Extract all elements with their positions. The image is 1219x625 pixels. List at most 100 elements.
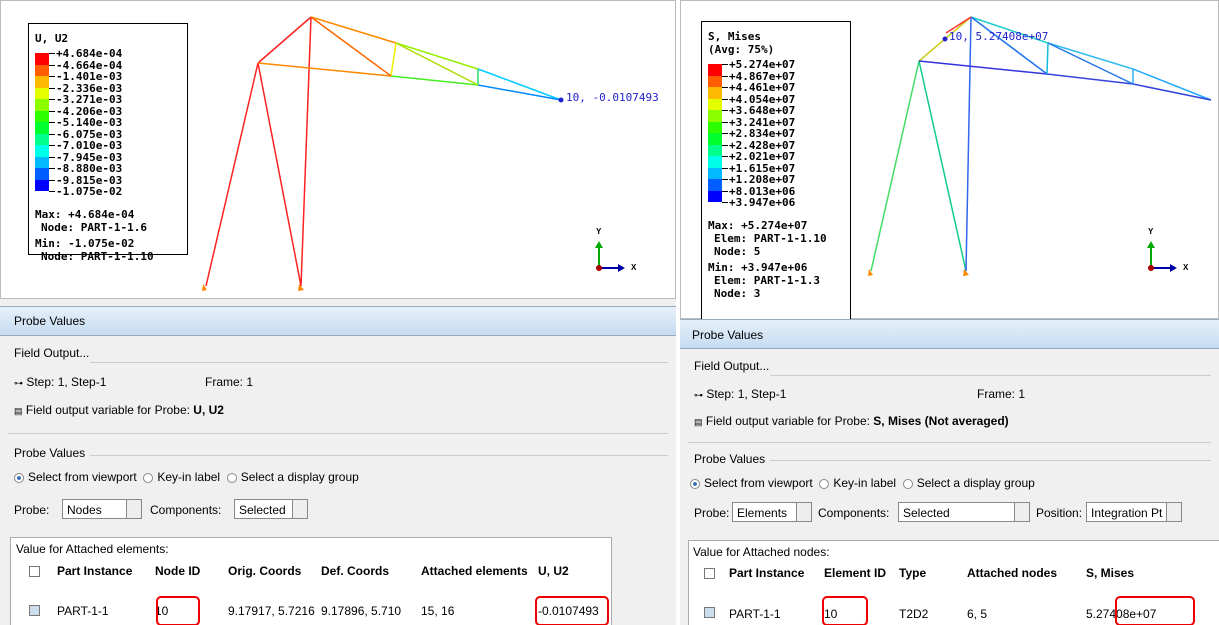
components-label: Components: [150, 503, 221, 517]
radio-group: Select from viewport Key-in label Select… [690, 476, 1035, 490]
cell: 6, 5 [967, 607, 987, 621]
components-label: Components: [818, 506, 889, 520]
radio[interactable]: Key-in label [143, 470, 220, 484]
table-title: Value for Attached elements: [16, 542, 169, 556]
legend-tick [49, 111, 55, 112]
field-var: ▤ Field output variable for Probe: S, Mi… [694, 414, 1009, 428]
highlight [822, 596, 868, 625]
step: ⊶ Step: 1, Step-1 [14, 375, 106, 389]
combo[interactable]: Integration Pt [1086, 502, 1182, 522]
legend-tick [49, 180, 55, 181]
radio[interactable]: Select from viewport [690, 476, 813, 490]
legend-band [708, 179, 722, 191]
checkbox[interactable] [29, 605, 40, 616]
legend-band [708, 122, 722, 134]
section-header[interactable]: Probe Values [680, 319, 1219, 349]
legend-tick [49, 53, 55, 54]
probe-label: 10, -0.0107493 [566, 91, 659, 104]
group-label: Field Output... [694, 359, 769, 373]
radio[interactable]: Select a display group [903, 476, 1035, 490]
combo[interactable]: Selected [898, 502, 1030, 522]
table-title: Value for Attached nodes: [693, 545, 830, 559]
field-var-label: Field output variable for Probe: [26, 403, 190, 417]
field-var-value: S, Mises (Not averaged) [873, 414, 1008, 428]
radio-label: Key-in label [833, 476, 896, 490]
legend: U, U2+4.684e-04-4.664e-04-1.401e-03-2.33… [28, 23, 188, 255]
cell: PART-1-1 [729, 607, 781, 621]
legend-tick [722, 202, 728, 203]
group-label: Probe Values [694, 452, 765, 466]
separator [90, 455, 668, 456]
legend-tick [722, 87, 728, 88]
radio[interactable]: Select a display group [227, 470, 359, 484]
radio-group: Select from viewport Key-in label Select… [14, 470, 359, 484]
group-label: Probe Values [14, 446, 85, 460]
radio-label: Select from viewport [28, 470, 137, 484]
combo[interactable]: Elements [732, 502, 812, 522]
column-header: Element ID [824, 566, 886, 580]
legend-tick [722, 133, 728, 134]
legend-band [708, 64, 722, 76]
section-header[interactable]: Probe Values [0, 306, 676, 336]
radio[interactable]: Key-in label [819, 476, 896, 490]
separator [90, 362, 668, 363]
legend-band [708, 191, 722, 203]
right-panel: 10, 5.27408e+07 Y X S, Mises(Avg: 75%)+5… [680, 0, 1219, 625]
column-header: Attached elements [421, 564, 528, 578]
legend-band [35, 53, 49, 65]
legend-tick [722, 99, 728, 100]
header-text: Probe Values [692, 328, 763, 342]
column-header: U, U2 [538, 564, 569, 578]
checkbox[interactable] [29, 566, 40, 577]
separator [8, 433, 668, 434]
header-text: Probe Values [14, 314, 85, 328]
table: Value for Attached elements: Part Instan… [10, 537, 612, 625]
left-panel: 10, -0.0107493 Y X U, U2+4.684e-04-4.664… [0, 0, 676, 625]
highlight [156, 596, 200, 625]
legend: S, Mises(Avg: 75%)+5.274e+07+4.867e+07+4… [701, 21, 851, 321]
cell: 15, 16 [421, 604, 454, 618]
probe-label: Probe: [14, 503, 49, 517]
combo[interactable]: Nodes [62, 499, 142, 519]
legend-band [35, 134, 49, 146]
legend-tick [722, 110, 728, 111]
legend-tick [722, 179, 728, 180]
legend-min: Min: -1.075e-02 [35, 237, 134, 250]
legend-band [35, 111, 49, 123]
probe-label: 10, 5.27408e+07 [949, 30, 1048, 43]
viewport[interactable]: 10, 5.27408e+07 Y X S, Mises(Avg: 75%)+5… [680, 0, 1219, 319]
axis-label: Y [596, 227, 601, 236]
legend-tick [49, 122, 55, 123]
legend-band [708, 133, 722, 145]
frame: Frame: 1 [977, 387, 1025, 401]
legend-max: Max: +4.684e-04 [35, 208, 134, 221]
legend-title: U, U2 [35, 32, 68, 45]
legend-band [708, 168, 722, 180]
cell: T2D2 [899, 607, 928, 621]
legend-tick [49, 65, 55, 66]
column-header: Node ID [155, 564, 200, 578]
radio[interactable]: Select from viewport [14, 470, 137, 484]
group-label: Field Output... [14, 346, 89, 360]
combo[interactable]: Selected [234, 499, 308, 519]
radio-label: Select a display group [241, 470, 359, 484]
legend-tick [722, 76, 728, 77]
legend-band [708, 76, 722, 88]
checkbox[interactable] [704, 568, 715, 579]
legend-band [35, 122, 49, 134]
separator [770, 460, 1211, 461]
legend-tick [722, 156, 728, 157]
legend-band [35, 145, 49, 157]
column-header: Orig. Coords [228, 564, 301, 578]
column-header: Def. Coords [321, 564, 389, 578]
legend-tick [49, 191, 55, 192]
legend-min-detail: Node: 3 [714, 287, 760, 300]
legend-min-detail: Node: PART-1-1.10 [41, 250, 154, 263]
cell: 9.17917, 5.7216 [228, 604, 315, 618]
legend-band [35, 157, 49, 169]
checkbox[interactable] [704, 607, 715, 618]
cell: 9.17896, 5.710 [321, 604, 401, 618]
separator [770, 375, 1211, 376]
viewport[interactable]: 10, -0.0107493 Y X U, U2+4.684e-04-4.664… [0, 0, 676, 299]
legend-tick [722, 64, 728, 65]
